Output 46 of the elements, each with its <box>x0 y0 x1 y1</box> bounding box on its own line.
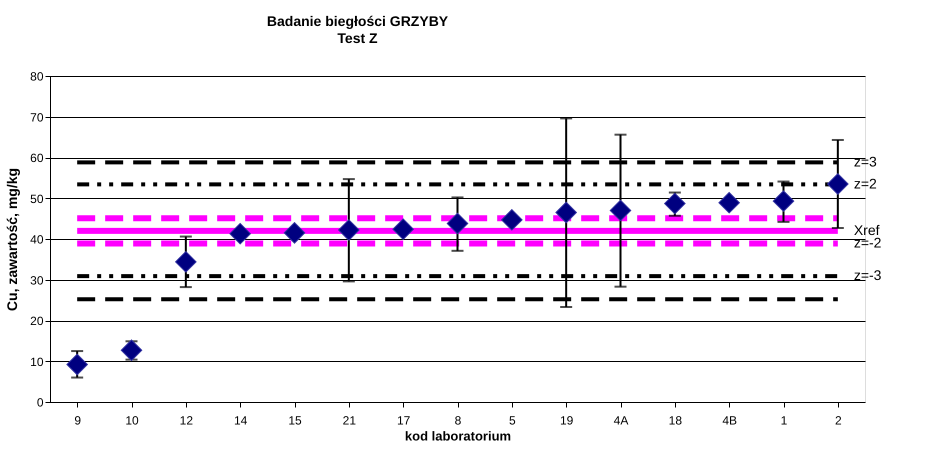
y-tick-label: 80 <box>30 70 44 84</box>
chart-title: Badanie biegłości GRZYBY <box>266 13 449 29</box>
point <box>120 340 142 361</box>
x-tick-label: 10 <box>125 414 139 428</box>
x-tick-label: 15 <box>288 414 302 428</box>
x-tick-label: 5 <box>508 414 516 428</box>
x-tick-label: 4A <box>614 414 628 428</box>
x-tick-label: 8 <box>454 414 462 428</box>
y-tick-label: 70 <box>30 110 44 124</box>
y-axis-title: Cu, zawartość, mg/kg <box>4 168 20 312</box>
annotation: z=3 <box>854 153 878 170</box>
point <box>664 192 686 214</box>
y-tick-label: 50 <box>30 192 44 206</box>
x-tick-label: 1 <box>780 414 788 428</box>
y-tick-label: 10 <box>30 354 44 369</box>
x-tick-label: 14 <box>234 414 248 428</box>
point <box>718 192 740 214</box>
point <box>772 190 794 212</box>
point <box>446 212 468 234</box>
point <box>338 219 360 241</box>
y-tick-label: 30 <box>30 273 44 288</box>
x-tick-label: 12 <box>180 414 194 428</box>
y-tick-label: 40 <box>30 232 44 246</box>
x-axis-title: kod laboratorium <box>404 428 512 444</box>
x-tick-label: 2 <box>834 414 842 428</box>
y-tick-label: 20 <box>30 314 44 328</box>
y-tick-label: 60 <box>30 151 44 165</box>
x-tick-label: 17 <box>396 414 411 428</box>
annotation: z=2 <box>854 175 878 192</box>
point <box>66 354 88 376</box>
x-tick-label: 19 <box>560 414 574 428</box>
point <box>392 218 414 240</box>
x-tick-label: 18 <box>668 414 682 428</box>
point <box>501 209 523 231</box>
y-tick-label: 0 <box>36 396 44 410</box>
x-tick-label: 9 <box>74 414 82 428</box>
annotation: z=-3 <box>854 267 882 284</box>
point <box>555 202 577 224</box>
point <box>284 222 306 244</box>
chart-subtitle: Test Z <box>337 30 378 46</box>
point <box>175 251 197 273</box>
point <box>610 200 632 222</box>
x-tick-label: 4B <box>722 414 738 428</box>
point <box>827 173 849 195</box>
point <box>229 222 251 244</box>
x-tick-label: 21 <box>342 414 356 428</box>
